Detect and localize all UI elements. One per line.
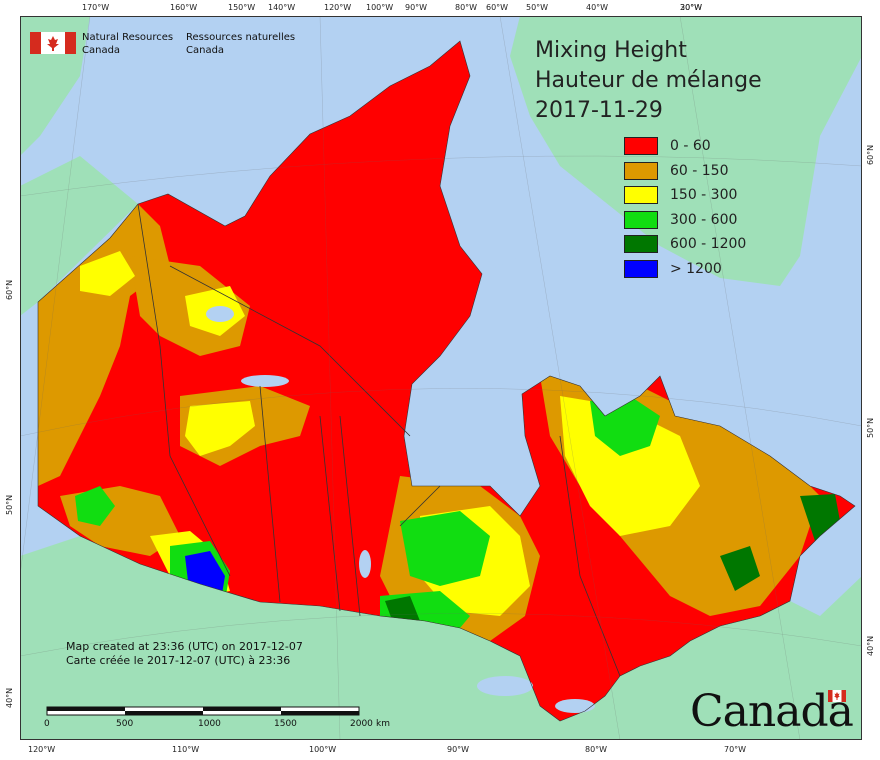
- bottom-tick-label: 90°W: [447, 745, 470, 754]
- legend-swatch: [624, 161, 658, 180]
- great-bear-lake: [206, 306, 234, 322]
- map-title-block: Mixing Height Hauteur de mélange 2017-11…: [535, 36, 762, 126]
- zone-300-600-ontario: [400, 511, 490, 586]
- legend: 0 - 60 60 - 150 150 - 300 300 - 600 600 - 12…: [624, 134, 746, 281]
- zone-150-300-yukon: [80, 251, 135, 296]
- top-tick-label: 50°W: [526, 3, 549, 12]
- scale-bar: 0 500 1000 1500 2000 km: [44, 705, 390, 729]
- united-states: [20, 536, 862, 740]
- greenland: [510, 16, 862, 286]
- top-tick-label: 90°W: [405, 3, 428, 12]
- map-title-en: Mixing Height: [535, 38, 687, 63]
- legend-swatch: [624, 137, 658, 156]
- legend-label: 60 - 150: [670, 162, 729, 179]
- legend-label: > 1200: [670, 260, 722, 277]
- right-tick-label: 50°N: [866, 417, 875, 438]
- map-credits: Map created at 23:36 (UTC) on 2017-12-07…: [66, 640, 303, 668]
- legend-swatch: [624, 186, 658, 205]
- canada-wordmark: Canada: [690, 686, 854, 737]
- zone-150-300-sask: [185, 401, 255, 456]
- provincial-borders: [137, 203, 621, 677]
- left-tick-label: 40°N: [5, 687, 14, 708]
- legend-item: 0 - 60: [624, 134, 746, 159]
- credit-fr: Carte créée le 2017-12-07 (UTC) à 23:36: [66, 654, 291, 667]
- bottom-tick-label: 100°W: [309, 745, 337, 754]
- legend-label: 150 - 300: [670, 187, 738, 204]
- legend-swatch: [624, 235, 658, 254]
- bottom-tick-label: 70°W: [724, 745, 747, 754]
- top-tick-label: 120°W: [324, 3, 352, 12]
- bottom-tick-label: 80°W: [585, 745, 608, 754]
- legend-swatch: [624, 210, 658, 229]
- legend-item: > 1200: [624, 257, 746, 282]
- bottom-tick-label: 110°W: [172, 745, 200, 754]
- top-tick-label: 150°W: [228, 3, 256, 12]
- left-tick-label: 50°N: [5, 494, 14, 515]
- scale-label: 1000: [198, 719, 221, 729]
- agency-name-fr: Ressources naturelles Canada: [186, 31, 295, 57]
- legend-swatch: [624, 259, 658, 278]
- top-tick-label: 60°W: [486, 3, 509, 12]
- map-title-fr: Hauteur de mélange: [535, 68, 762, 93]
- wordmark-text: Canada: [690, 686, 854, 737]
- top-tick-label: 80°W: [455, 3, 478, 12]
- lake-huron: [555, 699, 595, 713]
- legend-item: 600 - 1200: [624, 232, 746, 257]
- zone-600-1200-maritimes: [720, 546, 760, 591]
- legend-item: 60 - 150: [624, 159, 746, 184]
- map-frame: [20, 16, 862, 740]
- agency-fr-line1: Ressources naturelles: [186, 32, 296, 43]
- legend-label: 0 - 60: [670, 138, 711, 155]
- zone-600-1200-newfoundland: [800, 494, 840, 541]
- lake-superior: [477, 676, 533, 696]
- bottom-tick-label: 120°W: [28, 745, 56, 754]
- legend-label: 600 - 1200: [670, 236, 747, 253]
- top-tick-label: 170°W: [82, 3, 110, 12]
- legend-item: 150 - 300: [624, 183, 746, 208]
- nrcan-flag-logo: [30, 32, 76, 54]
- scale-label: 2000: [350, 719, 373, 729]
- top-tick-label: 100°W: [366, 3, 394, 12]
- left-tick-label: 60°N: [5, 279, 14, 300]
- map-date: 2017-11-29: [535, 98, 663, 123]
- top-tick-label: 30°W: [680, 3, 703, 12]
- agency-en-line1: Natural Resources: [82, 32, 174, 43]
- scale-label: 500: [116, 719, 134, 729]
- scale-label: 0: [44, 719, 50, 729]
- scale-label: km: [376, 719, 390, 729]
- agency-fr-line2: Canada: [186, 45, 225, 56]
- great-slave-lake: [241, 375, 289, 387]
- scale-label: 1500: [274, 719, 297, 729]
- legend-label: 300 - 600: [670, 211, 738, 228]
- right-tick-label: 40°N: [866, 635, 875, 656]
- zone-300-600-coast: [75, 486, 115, 526]
- lake-winnipeg: [359, 550, 371, 578]
- agency-en-line2: Canada: [82, 45, 121, 56]
- agency-name-en: Natural Resources Canada: [82, 31, 173, 57]
- wordmark-flag-icon: [828, 690, 846, 702]
- right-tick-label: 60°N: [866, 144, 875, 165]
- hudson-bay: [404, 256, 540, 516]
- legend-item: 300 - 600: [624, 208, 746, 233]
- map-border: [20, 16, 862, 740]
- alaska: [20, 156, 138, 316]
- top-tick-label: 20°W: [680, 3, 703, 12]
- canada-outline: [37, 40, 856, 722]
- graticule: [20, 16, 862, 740]
- map-canvas[interactable]: [20, 16, 862, 740]
- top-tick-label: 160°W: [170, 3, 198, 12]
- credit-en: Map created at 23:36 (UTC) on 2017-12-07: [66, 640, 303, 653]
- top-tick-label: 140°W: [268, 3, 296, 12]
- top-tick-label: 40°W: [586, 3, 609, 12]
